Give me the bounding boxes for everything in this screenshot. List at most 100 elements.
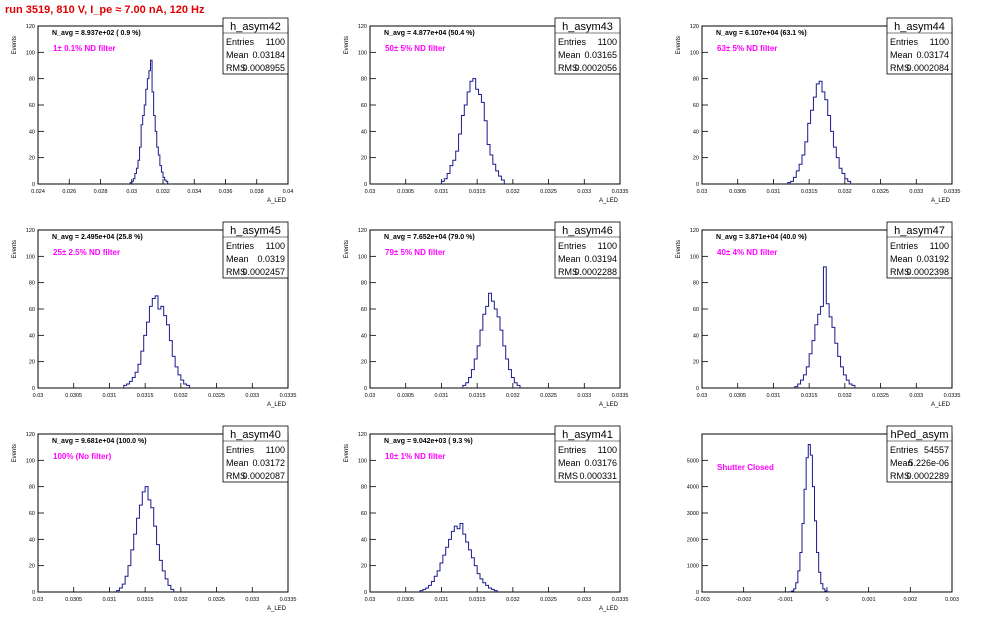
x-tick-label: 0.033 <box>245 393 259 399</box>
histogram-bin <box>144 105 146 184</box>
stats-label: Entries <box>890 445 919 455</box>
y-tick-label: 120 <box>26 432 35 438</box>
y-tick-label: 100 <box>26 50 35 56</box>
panel-h_asym46: 0 20 40 60 80 100 120 0.03 0.0305 0.031 0.0315 0.03… <box>344 221 629 408</box>
x-tick-label: 0.0325 <box>540 597 557 603</box>
stats-label: RMS <box>890 267 910 277</box>
x-tick-label: 0.0315 <box>469 393 486 399</box>
histogram-bin <box>822 92 825 184</box>
filter-label: 1± 0.1% ND filter <box>53 44 116 53</box>
y-tick-label: 60 <box>693 103 699 109</box>
y-axis-title: Events <box>344 444 350 462</box>
stats-label: Mean <box>558 458 581 468</box>
stats-label: Mean <box>226 458 249 468</box>
y-tick-label: 100 <box>358 458 367 464</box>
y-tick-label: 100 <box>358 254 367 260</box>
y-tick-label: 120 <box>26 24 35 30</box>
y-tick-label: 120 <box>690 24 699 30</box>
filter-label: 100% (No filter) <box>53 452 112 461</box>
x-tick-label: 0.036 <box>219 189 233 195</box>
x-tick-label: 0.0335 <box>612 393 629 399</box>
x-tick-label: 0.0335 <box>944 393 961 399</box>
x-tick-label: 0.032 <box>506 189 520 195</box>
y-axis-title: Events <box>12 240 18 258</box>
histogram-bin <box>145 487 148 592</box>
stats-value: 1100 <box>598 37 617 47</box>
hist-name: h_asym42 <box>230 21 281 33</box>
panel-h_asym40: 0 20 40 60 80 100 120 0.03 0.0305 0.031 0.0315 0.03… <box>12 425 296 612</box>
stats-value: 1100 <box>266 37 285 47</box>
panel-h_asym41: 0 20 40 60 80 100 120 0.03 0.0305 0.031 0.0315 0.03… <box>344 425 628 612</box>
x-tick-label: 0.031 <box>767 393 781 399</box>
histogram-bin <box>457 529 460 592</box>
x-tick-label: 0.002 <box>903 597 917 603</box>
y-tick-label: 40 <box>361 537 367 543</box>
histogram-bin <box>463 534 466 592</box>
stats-box <box>554 425 621 483</box>
histogram-bin <box>479 94 482 184</box>
hist-name: hPed_asym <box>890 429 948 441</box>
x-tick-label: 0.032 <box>506 393 520 399</box>
stats-label: RMS <box>890 63 910 73</box>
stats-label: RMS <box>226 471 246 481</box>
histogram-bin <box>473 79 476 184</box>
navg-label: N_avg = 2.495e+04 (25.8 %) <box>52 234 143 241</box>
y-axis-title: Events <box>344 240 350 258</box>
stats-box <box>886 17 953 75</box>
stats-box <box>222 425 289 483</box>
run-title: run 3519, 810 V, I_pe ≈ 7.00 nA, 120 Hz <box>5 4 205 16</box>
histogram-bin <box>451 531 454 592</box>
histogram-bin <box>142 492 145 592</box>
y-tick-label: 60 <box>693 307 699 313</box>
histogram-bin <box>143 116 145 184</box>
y-tick-label: 20 <box>361 360 367 366</box>
histogram-bin <box>489 293 492 388</box>
stats-value: 0.0002084 <box>906 63 949 73</box>
y-tick-label: 100 <box>690 50 699 56</box>
x-tick-label: 0 <box>825 597 828 603</box>
stats-label: Entries <box>890 37 919 47</box>
y-tick-label: 40 <box>361 129 367 135</box>
x-tick-label: 0.03 <box>126 189 137 195</box>
hist-name: h_asym41 <box>562 429 613 441</box>
y-tick-label: 2000 <box>687 537 699 543</box>
x-tick-label: 0.032 <box>156 189 170 195</box>
hist-name: h_asym46 <box>562 225 613 237</box>
y-tick-label: 40 <box>361 333 367 339</box>
stats-value: 0.0319 <box>257 254 285 264</box>
stats-box <box>886 425 953 483</box>
x-tick-label: 0.0315 <box>801 189 818 195</box>
y-tick-label: 80 <box>361 77 367 83</box>
y-tick-label: 100 <box>358 50 367 56</box>
y-tick-label: 4000 <box>687 485 699 491</box>
y-tick-label: 100 <box>690 254 699 260</box>
x-tick-label: 0.03 <box>33 393 44 399</box>
y-tick-label: 100 <box>26 458 35 464</box>
stats-label: Mean <box>226 254 249 264</box>
histogram-bin <box>158 309 161 388</box>
stats-value: 1100 <box>598 445 617 455</box>
histogram-line <box>462 292 521 388</box>
histogram-bin <box>470 81 473 184</box>
x-tick-label: 0.03 <box>33 597 44 603</box>
x-tick-label: -0.003 <box>694 597 710 603</box>
x-tick-label: 0.0305 <box>65 597 82 603</box>
x-tick-label: 0.032 <box>506 597 520 603</box>
x-tick-label: 0.034 <box>187 189 201 195</box>
y-tick-label: 100 <box>26 254 35 260</box>
x-tick-label: 0.038 <box>250 189 264 195</box>
y-tick-label: 40 <box>29 129 35 135</box>
x-tick-label: 0.0315 <box>469 597 486 603</box>
x-tick-label: 0.0315 <box>137 597 154 603</box>
stats-value: 1100 <box>930 241 949 251</box>
y-tick-label: 60 <box>29 307 35 313</box>
x-tick-label: 0.0305 <box>397 597 414 603</box>
stats-label: RMS <box>558 267 578 277</box>
stats-label: Entries <box>226 37 255 47</box>
stats-label: RMS <box>890 471 910 481</box>
x-axis-title: A_LED <box>267 198 287 204</box>
y-tick-label: 60 <box>361 511 367 517</box>
navg-label: N_avg = 7.652e+04 (79.0 %) <box>384 234 475 241</box>
x-tick-label: 0.0325 <box>208 393 225 399</box>
